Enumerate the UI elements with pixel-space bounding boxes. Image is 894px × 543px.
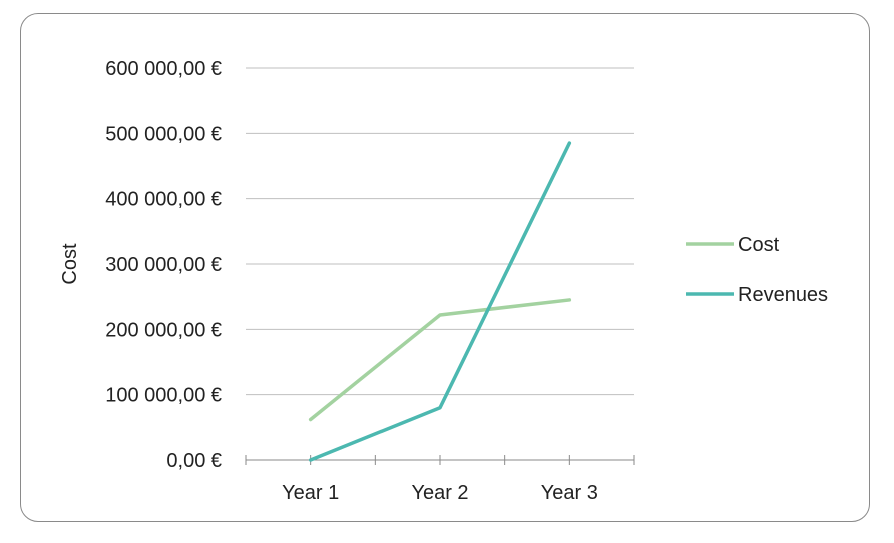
series-line-revenues <box>308 141 572 462</box>
y-tick-label: 400 000,00 € <box>105 189 222 211</box>
x-tick-labels: Year 1 Year 2 Year 3 <box>282 482 598 504</box>
y-tick-label: 0,00 € <box>166 450 222 472</box>
chart-frame <box>20 13 870 522</box>
y-axis-title: Cost <box>59 243 81 285</box>
y-tick-label: 500 000,00 € <box>105 123 222 145</box>
x-tick-label: Year 1 <box>282 482 339 504</box>
series-line-cost <box>308 298 572 422</box>
y-tick-label: 200 000,00 € <box>105 319 222 341</box>
series-lines <box>308 141 572 462</box>
legend: Cost Revenues <box>686 234 828 306</box>
y-tick-label: 300 000,00 € <box>105 254 222 276</box>
axes <box>245 455 635 465</box>
y-tick-label: 100 000,00 € <box>105 385 222 407</box>
legend-label: Cost <box>738 234 780 256</box>
gridlines <box>246 67 634 396</box>
x-tick-label: Year 3 <box>541 482 598 504</box>
y-tick-labels: 0,00 € 100 000,00 € 200 000,00 € 300 000,00… <box>105 58 222 472</box>
x-tick-label: Year 2 <box>411 482 468 504</box>
y-tick-label: 600 000,00 € <box>105 58 222 80</box>
legend-label: Revenues <box>738 284 828 306</box>
